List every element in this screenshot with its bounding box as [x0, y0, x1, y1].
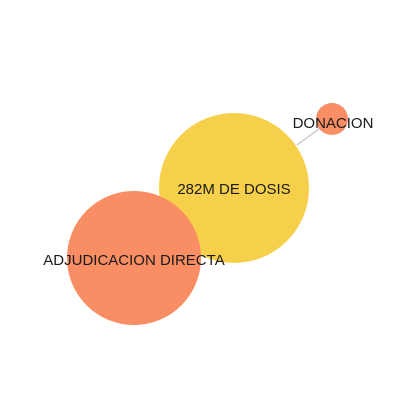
node-donacion-circle[interactable]	[316, 103, 348, 135]
node-adjudicacion-circle[interactable]	[67, 191, 201, 325]
node-center-circle[interactable]	[159, 113, 309, 263]
node-adjudicacion-label: ADJUDICACION DIRECTA	[43, 252, 224, 269]
node-center-label: 282M DE DOSIS	[177, 181, 290, 198]
edge-center-donacion	[296, 127, 321, 146]
node-donacion-label: DONACION	[293, 115, 374, 132]
